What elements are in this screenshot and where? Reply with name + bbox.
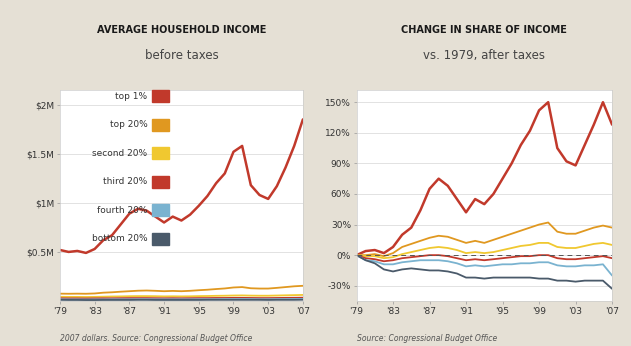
Text: top 1%: top 1% (115, 92, 148, 101)
FancyBboxPatch shape (152, 204, 169, 216)
Text: third 20%: third 20% (103, 177, 148, 186)
FancyBboxPatch shape (152, 233, 169, 245)
Text: CHANGE IN SHARE OF INCOME: CHANGE IN SHARE OF INCOME (401, 25, 567, 35)
Text: bottom 20%: bottom 20% (91, 234, 148, 243)
FancyBboxPatch shape (152, 91, 169, 102)
Text: 2007 dollars. Source: Congressional Budget Office: 2007 dollars. Source: Congressional Budg… (60, 334, 252, 343)
FancyBboxPatch shape (152, 176, 169, 188)
Text: Source: Congressional Budget Office: Source: Congressional Budget Office (357, 334, 497, 343)
Text: before taxes: before taxes (144, 49, 218, 62)
Text: fourth 20%: fourth 20% (97, 206, 148, 215)
FancyBboxPatch shape (152, 147, 169, 159)
Text: AVERAGE HOUSEHOLD INCOME: AVERAGE HOUSEHOLD INCOME (97, 25, 266, 35)
Text: vs. 1979, after taxes: vs. 1979, after taxes (423, 49, 545, 62)
Text: second 20%: second 20% (92, 149, 148, 158)
FancyBboxPatch shape (152, 119, 169, 130)
Text: top 20%: top 20% (110, 120, 148, 129)
